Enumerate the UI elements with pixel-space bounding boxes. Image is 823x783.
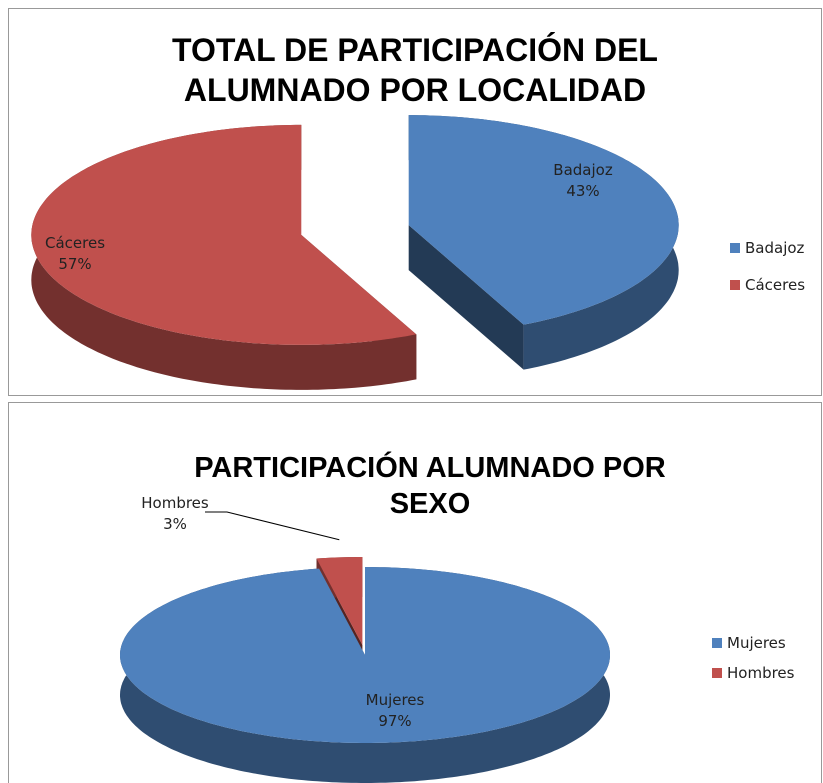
data-label: Hombres xyxy=(141,494,209,512)
data-label: Badajoz xyxy=(553,161,613,179)
data-label: 43% xyxy=(566,182,599,200)
slice xyxy=(31,124,417,345)
slice xyxy=(120,567,610,743)
data-label: Mujeres xyxy=(366,691,425,709)
legend-swatch xyxy=(712,668,722,678)
legend-swatch xyxy=(712,638,722,648)
data-label: 97% xyxy=(378,712,411,730)
legend-swatch xyxy=(730,280,740,290)
chart-frame xyxy=(8,8,822,396)
data-label: 3% xyxy=(163,515,187,533)
legend-label: Badajoz xyxy=(745,239,805,257)
legend-label: Mujeres xyxy=(727,634,786,652)
leader-line xyxy=(205,511,340,541)
chart-title: PARTICIPACIÓN ALUMNADO POR SEXO xyxy=(194,452,666,521)
chart-title: TOTAL DE PARTICIPACIÓN DEL ALUMNADO POR … xyxy=(172,32,658,108)
data-label: 57% xyxy=(58,255,91,273)
slice-side xyxy=(408,225,524,370)
legend-label: Hombres xyxy=(727,664,795,682)
data-label: Cáceres xyxy=(45,234,105,252)
legend-swatch xyxy=(730,243,740,253)
slice xyxy=(408,115,679,325)
legend-label: Cáceres xyxy=(745,276,805,294)
slice xyxy=(316,557,363,645)
chart-frame xyxy=(8,402,822,783)
